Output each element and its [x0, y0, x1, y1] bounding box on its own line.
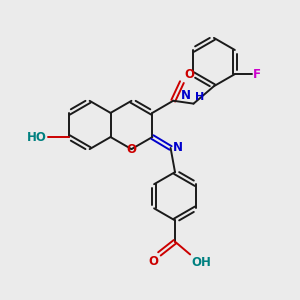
Text: H: H: [195, 92, 204, 102]
Text: O: O: [184, 68, 194, 81]
Text: OH: OH: [192, 256, 212, 269]
Text: HO: HO: [27, 130, 47, 143]
Text: N: N: [173, 142, 183, 154]
Text: F: F: [253, 68, 261, 81]
Text: O: O: [127, 142, 136, 156]
Text: O: O: [148, 255, 158, 268]
Text: N: N: [181, 89, 191, 102]
